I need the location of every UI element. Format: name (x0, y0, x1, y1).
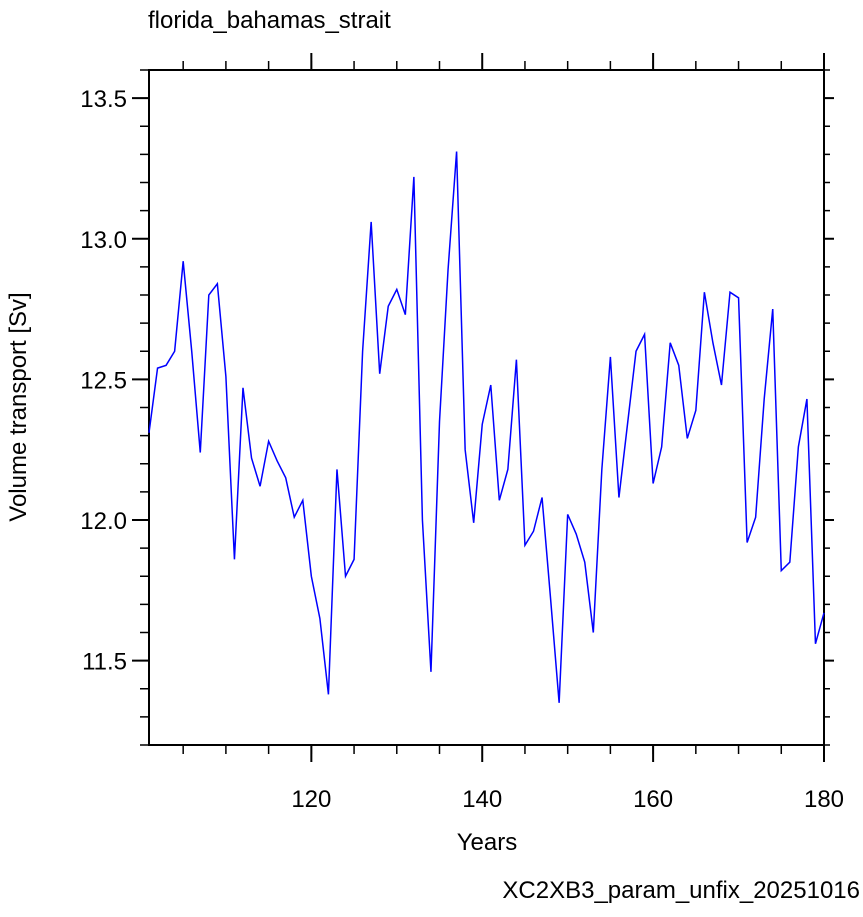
y-tick-label: 12.0 (80, 508, 127, 535)
y-tick-label: 13.5 (80, 86, 127, 113)
y-tick-label: 13.0 (80, 227, 127, 254)
x-tick-label: 140 (462, 786, 502, 813)
y-tick-label: 12.5 (80, 367, 127, 394)
x-tick-label: 160 (633, 786, 673, 813)
x-tick-label: 180 (804, 786, 844, 813)
y-tick-label: 11.5 (82, 649, 127, 676)
x-tick-label: 120 (291, 786, 331, 813)
x-axis-label: Years (457, 829, 518, 856)
data-line (148, 151, 825, 703)
y-axis-label: Volume transport [Sv] (5, 292, 32, 521)
annotation: XC2XB3_param_unfix_20251016 (502, 877, 860, 904)
chart-title: florida_bahamas_strait (148, 7, 391, 34)
